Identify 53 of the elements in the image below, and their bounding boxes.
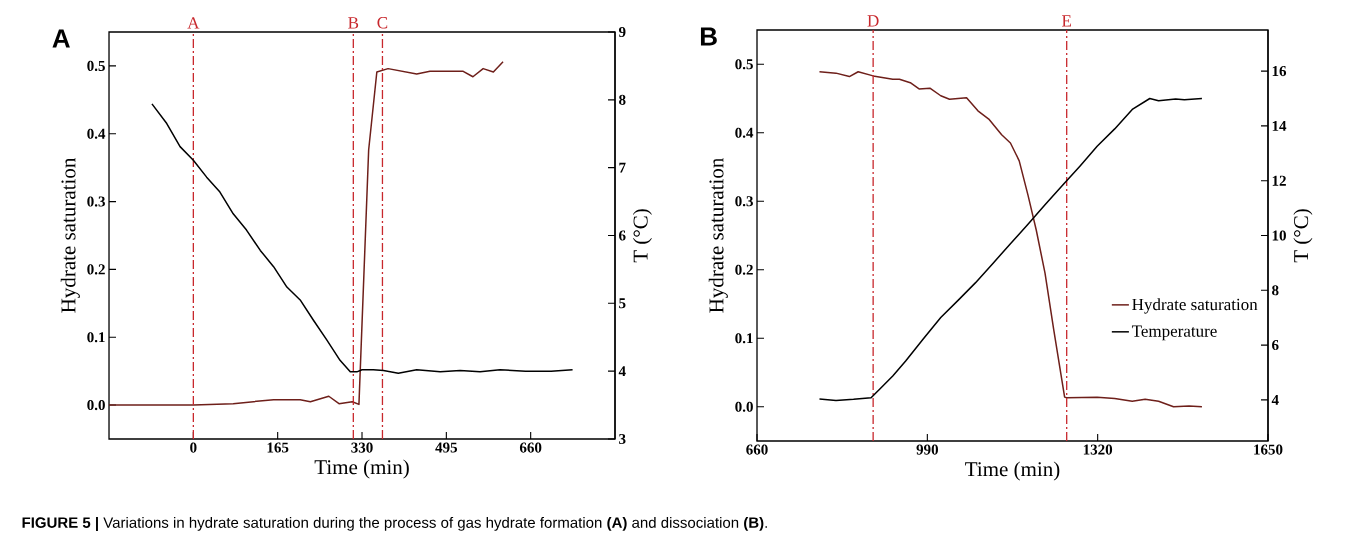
y2-tick-label: 8	[1272, 285, 1279, 296]
y2-tick-label: 6	[1272, 340, 1279, 351]
y2-tick-label: 5	[619, 298, 626, 309]
x-tick-label: 495	[435, 442, 458, 453]
y2-axis-title: T (°C)	[1293, 209, 1313, 263]
x-tick-label: 1650	[1254, 444, 1283, 455]
x-tick-label: 990	[916, 444, 939, 455]
ref-line-label: B	[348, 17, 359, 29]
line-series	[109, 61, 504, 406]
y2-tick-label: 7	[619, 162, 626, 173]
y2-tick-label: 9	[618, 26, 626, 38]
y-tick-label: 0.0	[735, 401, 753, 412]
ref-line-label: A	[187, 17, 200, 29]
y-tick-label: 0.1	[87, 332, 105, 343]
text: FIGURE 5 | Variations in hydrate saturation during the process of gas hydrate formation (A) and dissociation (B).	[22, 516, 767, 532]
line-series	[151, 103, 574, 374]
y-tick-label: 0.4	[735, 127, 754, 138]
legend-label: Temperature	[1131, 325, 1217, 341]
y2-tick-label: 10	[1272, 230, 1286, 241]
y2-tick-label: 6	[619, 230, 626, 241]
x-tick-label: 660	[746, 444, 768, 455]
legend-label: Hydrate saturation	[1132, 298, 1258, 314]
y-axis-title: Hydrate saturation	[60, 157, 80, 313]
y2-tick-label: 3	[619, 433, 626, 445]
y2-tick-label: 14	[1272, 120, 1287, 131]
x-tick-label: 165	[267, 442, 289, 453]
y-tick-label: 0.3	[87, 196, 105, 207]
y-tick-label: 0.5	[87, 60, 105, 72]
x-tick-label: 1320	[1083, 444, 1113, 455]
y2-axis-title: T (°C)	[632, 209, 652, 263]
chart-title: B	[700, 27, 717, 46]
x-tick-label: 0	[190, 442, 197, 453]
x-axis-title: Time (min)	[314, 459, 409, 479]
y2-tick-label: 8	[619, 94, 626, 105]
y-tick-label: 0.3	[735, 196, 753, 207]
chart-title: A	[52, 29, 70, 48]
y-tick-label: 0.5	[735, 59, 753, 70]
x-tick-label: 330	[351, 442, 373, 453]
ref-line-label: E	[1061, 15, 1072, 27]
y-tick-label: 0.2	[87, 264, 105, 275]
ref-line-label: C	[377, 17, 388, 29]
x-tick-label: 660	[519, 442, 542, 453]
y-tick-label: 0.4	[87, 128, 106, 139]
y2-tick-label: 4	[618, 366, 626, 377]
y2-tick-label: 12	[1272, 175, 1286, 186]
y2-tick-label: 4	[1271, 394, 1279, 405]
y-tick-label: 0.2	[735, 264, 753, 275]
y-tick-label: 0.0	[87, 399, 105, 411]
y-axis-title: Hydrate saturation	[708, 157, 728, 313]
y-tick-label: 0.1	[735, 333, 753, 344]
y2-tick-label: 16	[1272, 66, 1287, 77]
x-axis-title: Time (min)	[965, 461, 1060, 481]
ref-line-label: D	[867, 15, 879, 27]
